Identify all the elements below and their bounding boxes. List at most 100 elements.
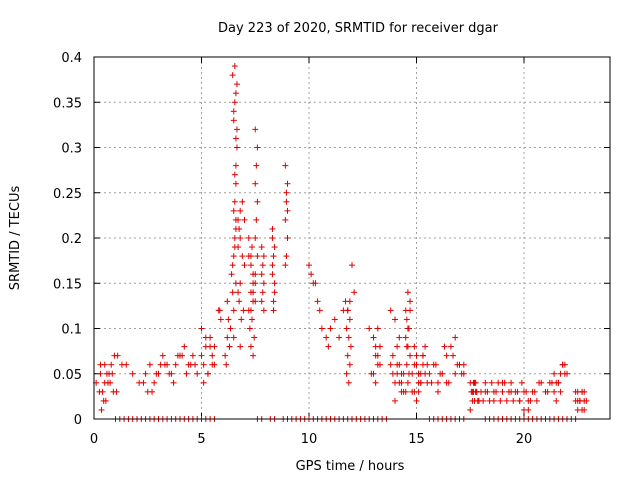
data-point <box>233 144 240 151</box>
y-tick-labels: 0 0.05 0.1 0.15 0.2 0.25 0.3 0.35 0.4 <box>53 51 82 428</box>
data-point <box>392 316 398 323</box>
data-point <box>241 216 248 223</box>
data-point <box>413 397 420 404</box>
data-point <box>283 189 290 196</box>
data-point <box>259 289 266 296</box>
data-point <box>316 307 323 314</box>
data-point <box>387 307 394 314</box>
x-axis-label: GPS time / hours <box>296 459 405 474</box>
data-point <box>493 388 500 395</box>
data-point <box>344 307 351 314</box>
data-point <box>518 379 525 386</box>
data-point <box>231 198 238 205</box>
data-point <box>572 388 579 395</box>
data-point <box>229 289 236 296</box>
y-tick-label: 0.25 <box>53 187 82 202</box>
data-point <box>223 361 230 368</box>
y-tick-label: 0.15 <box>53 277 82 292</box>
data-point <box>250 289 257 296</box>
data-point <box>284 180 291 187</box>
data-point <box>308 271 315 278</box>
data-point <box>557 388 564 395</box>
data-point <box>490 397 497 404</box>
data-point <box>250 280 257 287</box>
data-point <box>183 370 190 377</box>
data-point <box>314 298 321 305</box>
data-point <box>331 316 338 323</box>
data-point <box>346 298 353 305</box>
data-point <box>404 289 411 296</box>
data-point <box>142 370 149 377</box>
data-point <box>407 352 414 359</box>
data-point <box>151 379 158 386</box>
data-point <box>230 117 237 124</box>
data-point <box>516 397 523 404</box>
data-point <box>282 162 289 169</box>
data-point <box>99 388 106 395</box>
data-point <box>254 253 261 260</box>
data-point <box>284 207 291 214</box>
data-point <box>252 126 259 133</box>
data-point <box>103 370 110 377</box>
data-point <box>236 298 243 305</box>
data-point <box>258 271 265 278</box>
data-point <box>343 370 350 377</box>
data-point <box>531 388 538 395</box>
data-point <box>443 352 450 359</box>
data-point <box>323 334 330 341</box>
x-tick-label: 5 <box>197 432 205 447</box>
data-point <box>452 334 459 341</box>
y-tick-label: 0.05 <box>53 368 82 383</box>
data-point <box>198 352 205 359</box>
data-point <box>211 343 218 350</box>
data-point <box>467 406 474 413</box>
data-point <box>579 388 586 395</box>
data-point <box>231 99 238 106</box>
data-point <box>209 361 216 368</box>
data-point <box>217 316 224 323</box>
data-point <box>239 253 246 260</box>
data-point <box>409 388 416 395</box>
data-point <box>499 379 506 386</box>
data-point <box>417 379 424 386</box>
data-point <box>415 388 422 395</box>
data-point <box>260 307 267 314</box>
data-point <box>345 379 352 386</box>
data-point <box>198 325 205 332</box>
x-tick-label: 15 <box>408 432 425 447</box>
data-point <box>347 343 354 350</box>
chart-title: Day 223 of 2020, SRMTID for receiver dga… <box>218 21 499 36</box>
data-point <box>499 388 506 395</box>
data-point <box>241 262 248 269</box>
data-point <box>249 316 256 323</box>
data-point <box>232 135 239 142</box>
data-point <box>435 379 441 386</box>
data-point <box>222 352 229 359</box>
data-point <box>525 397 532 404</box>
data-point <box>270 298 277 305</box>
data-point <box>544 388 551 395</box>
data-point <box>200 379 207 386</box>
data-point <box>229 72 236 79</box>
data-point <box>447 343 454 350</box>
data-point <box>374 325 381 332</box>
data-point <box>252 271 259 278</box>
data-point <box>345 334 352 341</box>
data-point <box>284 235 291 241</box>
data-point <box>271 244 278 251</box>
data-point <box>574 406 581 413</box>
data-point <box>97 361 104 368</box>
data-point <box>258 298 265 305</box>
data-point <box>238 316 245 323</box>
data-point <box>351 289 358 296</box>
data-point <box>403 361 410 368</box>
y-tick-label: 0.35 <box>53 96 82 111</box>
data-point <box>409 370 416 377</box>
data-point <box>225 316 232 323</box>
y-axis-label: SRMTID / TECUs <box>8 186 23 291</box>
data-point <box>174 352 181 359</box>
data-point <box>253 216 260 223</box>
data-point <box>235 289 242 296</box>
data-point <box>452 370 459 377</box>
